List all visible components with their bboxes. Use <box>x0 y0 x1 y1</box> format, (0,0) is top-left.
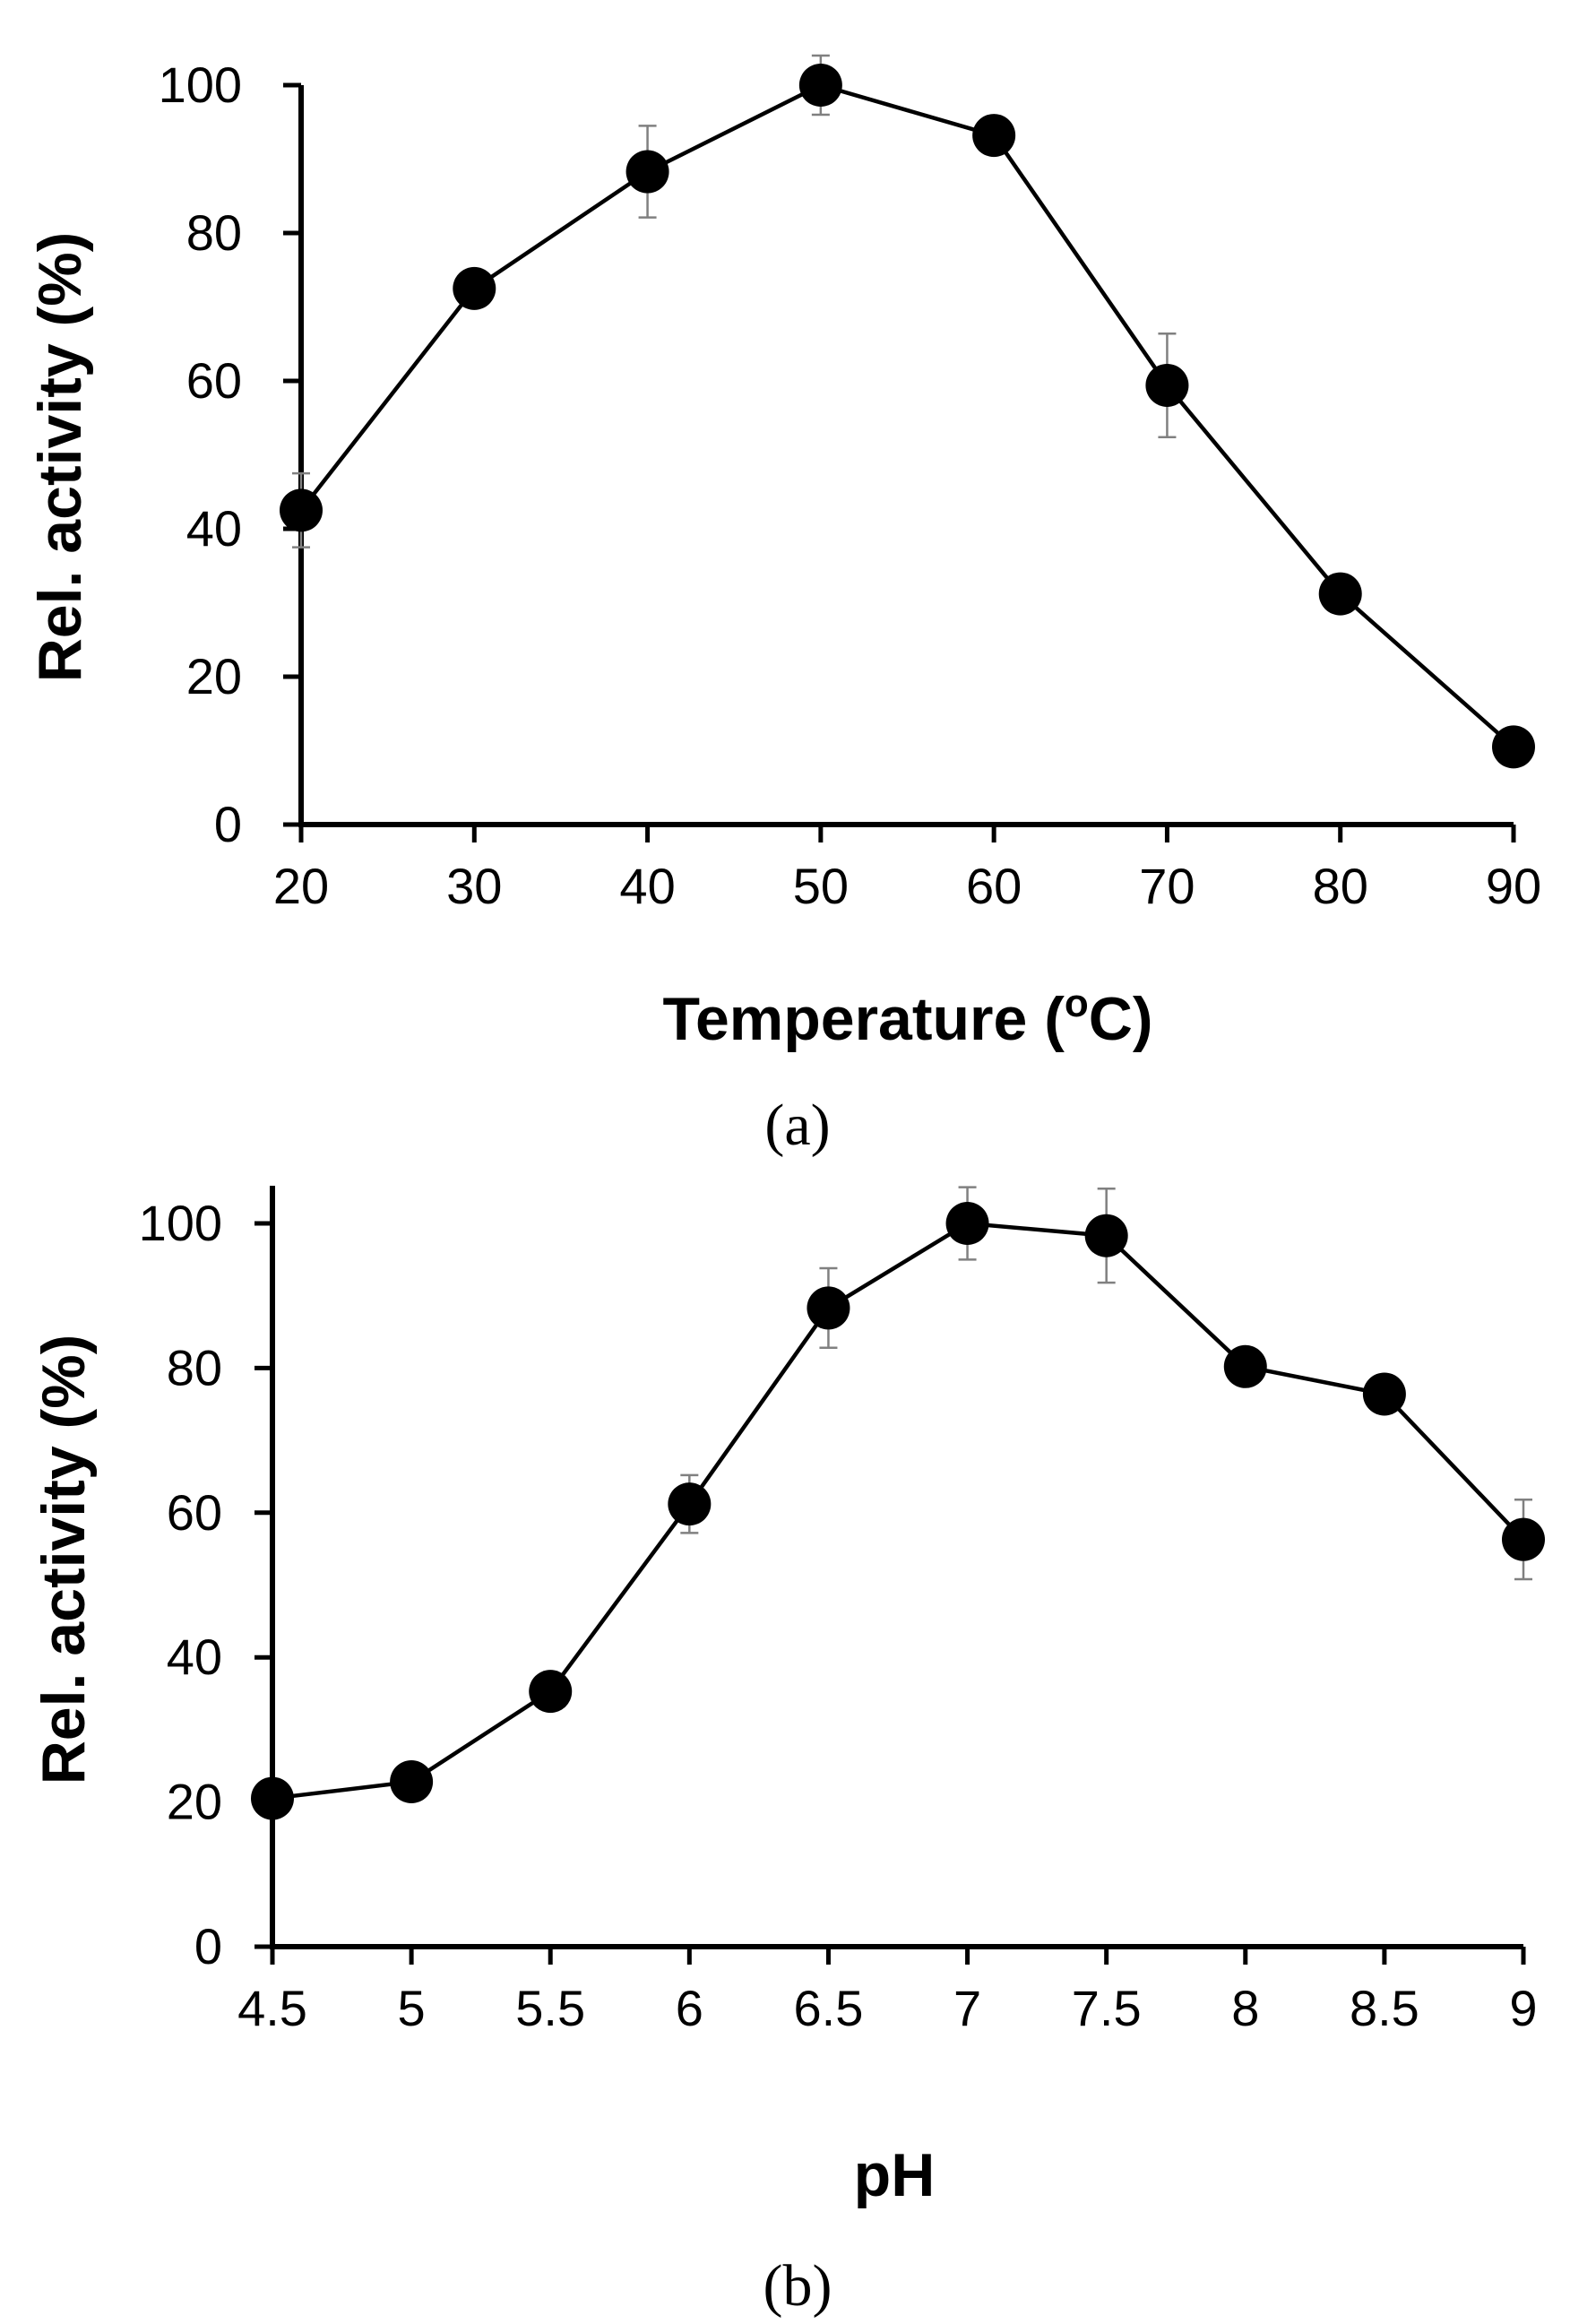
y-tick-label: 0 <box>214 796 242 852</box>
data-point <box>807 1286 850 1330</box>
panel-a-temperature-chart: 0 20 40 60 80 100 20 30 40 50 60 70 80 90 Rel. activ… <box>26 54 1541 1158</box>
x-tick-label: 70 <box>1139 858 1195 914</box>
panel-a-data-points <box>280 64 1535 769</box>
data-point <box>625 150 669 194</box>
x-tick-label: 8 <box>1231 1980 1259 2036</box>
x-tick-label: 40 <box>619 858 675 914</box>
data-point <box>668 1482 712 1526</box>
x-tick-label: 20 <box>273 858 329 914</box>
x-tick-label: 4.5 <box>237 1980 307 2036</box>
data-point <box>453 266 496 310</box>
x-tick-label: 90 <box>1486 858 1541 914</box>
y-tick-label: 60 <box>167 1484 222 1541</box>
panel-b-axes <box>270 1186 1523 1949</box>
y-tick-label: 20 <box>186 648 242 704</box>
panel-a-x-ticks: 20 30 40 50 60 70 80 90 <box>273 825 1541 914</box>
panel-a-y-ticks: 0 20 40 60 80 100 <box>159 56 301 852</box>
y-tick-label: 40 <box>167 1629 222 1685</box>
data-point <box>1362 1372 1406 1416</box>
x-tick-label: 50 <box>793 858 849 914</box>
y-tick-label: 40 <box>186 500 242 557</box>
panel-b-y-ticks: 0 20 40 60 80 100 <box>139 1195 272 1974</box>
x-tick-label: 6.5 <box>794 1980 864 2036</box>
panel-a-series-line <box>299 82 1515 749</box>
y-tick-label: 100 <box>139 1195 222 1251</box>
x-tick-label: 5.5 <box>515 1980 585 2036</box>
panel-a-x-axis-title-end: C) <box>1089 985 1153 1053</box>
panel-b-label: (b) <box>763 2253 832 2319</box>
x-tick-label: 80 <box>1313 858 1368 914</box>
y-tick-label: 20 <box>167 1774 222 1830</box>
panel-b-x-ticks: 4.5 5 5.5 6 6.5 7 7.5 8 8.5 9 <box>237 1947 1538 2036</box>
y-tick-label: 80 <box>186 204 242 261</box>
x-tick-label: 30 <box>446 858 502 914</box>
data-point <box>1145 363 1189 407</box>
panel-b-series-line <box>272 1221 1525 1801</box>
data-point <box>390 1760 434 1804</box>
y-tick-label: 60 <box>186 352 242 409</box>
data-point <box>1223 1344 1267 1388</box>
panel-b-x-axis-title: pH <box>854 2141 936 2209</box>
data-point <box>972 114 1016 158</box>
data-point <box>798 64 842 107</box>
x-tick-label: 6 <box>676 1980 703 2036</box>
data-point <box>1502 1517 1545 1561</box>
panel-b-ph-chart: 0 20 40 60 80 100 4.5 5 5.5 6 6.5 7 7.5 8 8.5 9 Rel. a… <box>30 1186 1545 2319</box>
panel-a-axes <box>298 85 1514 827</box>
data-point <box>251 1776 294 1820</box>
panel-a-x-axis-title: Temperature (oC) <box>662 981 1152 1053</box>
data-point <box>529 1670 573 1714</box>
x-tick-label: 7 <box>953 1980 981 2036</box>
y-tick-label: 0 <box>194 1918 222 1974</box>
x-tick-label: 8.5 <box>1350 1980 1419 2036</box>
panel-a-x-axis-title-main: Temperature ( <box>662 985 1065 1053</box>
panel-b-y-axis-title: Rel. activity (%) <box>30 1335 98 1785</box>
panel-a-x-axis-title-superscript: o <box>1065 981 1089 1025</box>
panel-b-data-points <box>251 1202 1545 1820</box>
data-point <box>945 1202 989 1245</box>
x-tick-label: 7.5 <box>1072 1980 1142 2036</box>
panel-a-y-axis-title: Rel. activity (%) <box>26 232 94 683</box>
y-tick-label: 80 <box>167 1339 222 1395</box>
x-tick-label: 5 <box>398 1980 426 2036</box>
data-point <box>280 488 323 532</box>
data-point <box>1492 725 1535 769</box>
y-tick-label: 100 <box>159 56 242 113</box>
x-tick-label: 9 <box>1509 1980 1537 2036</box>
data-point <box>1318 572 1362 616</box>
x-tick-label: 60 <box>966 858 1022 914</box>
panel-a-label: (a) <box>764 1093 830 1158</box>
data-point <box>1084 1214 1128 1257</box>
